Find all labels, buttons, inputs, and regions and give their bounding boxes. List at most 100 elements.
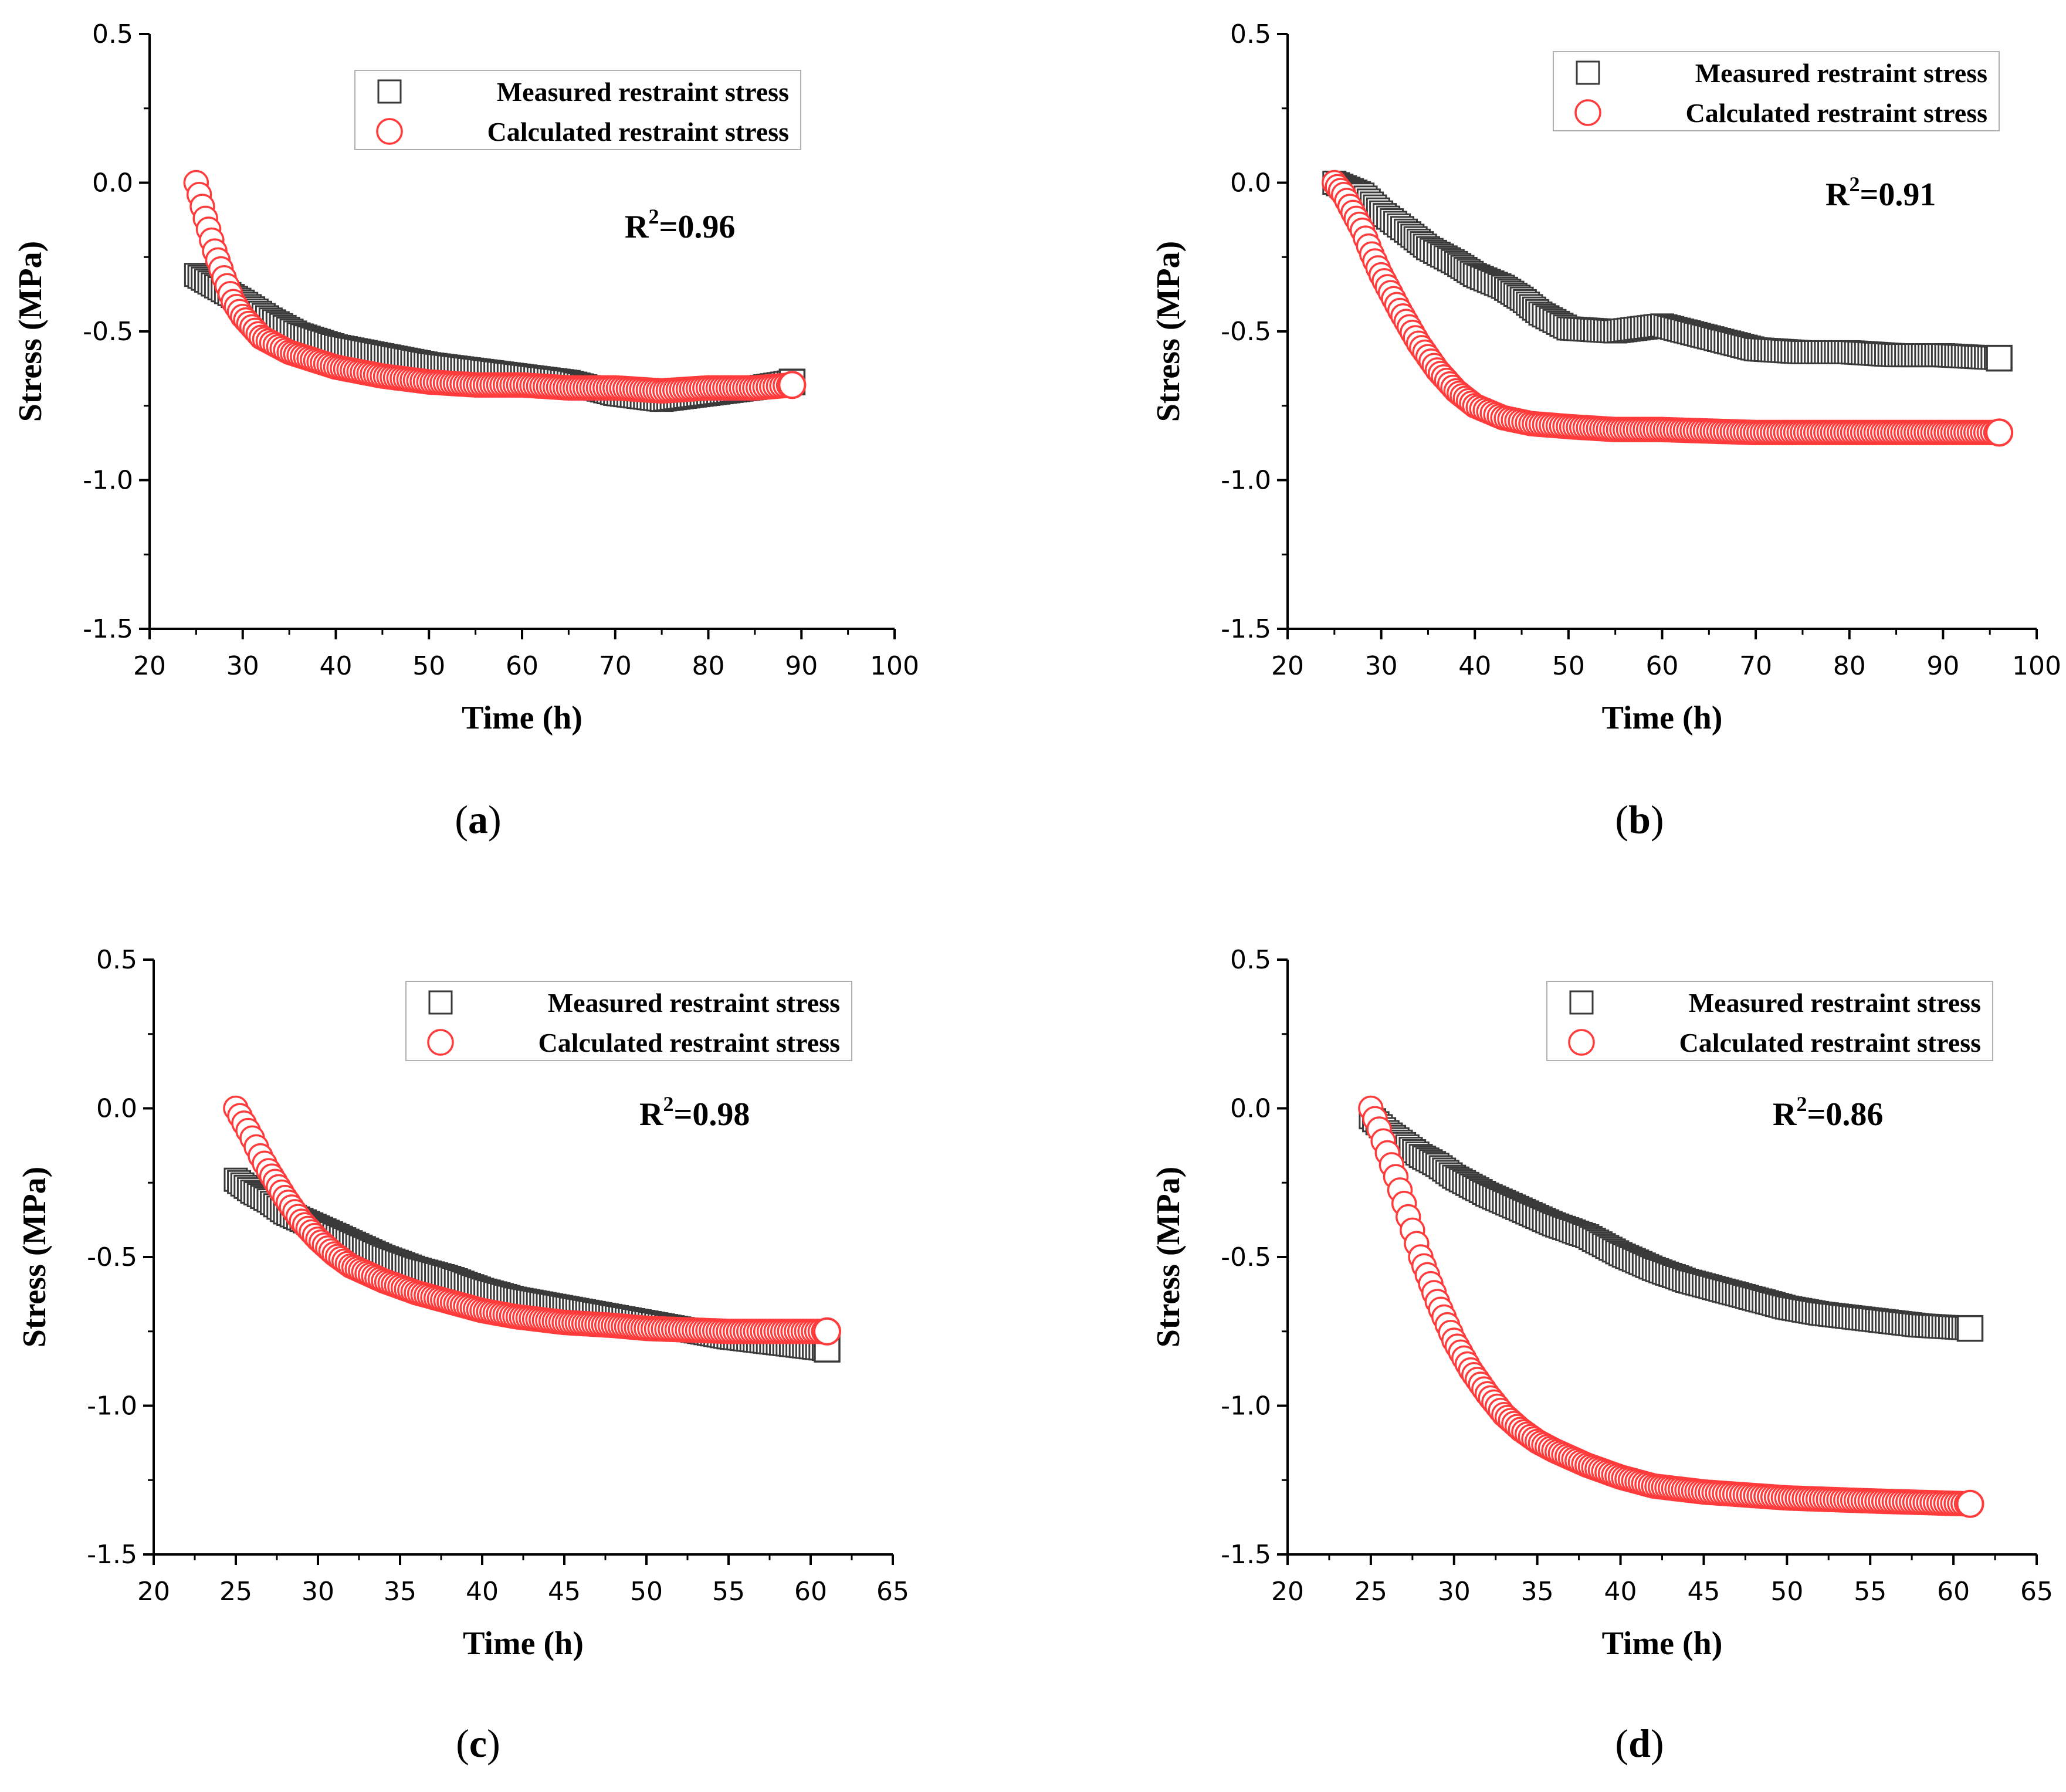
panel-c: 20 25 30 35 40 45 50 55 60 65 0.5 0.0 -0.5 -1.0 -1.5 Ti… — [16, 945, 909, 1766]
legend-label: Measured restraint stress — [548, 988, 840, 1018]
x-tick-label: 25 — [219, 1577, 252, 1607]
x-tick-label: 35 — [384, 1577, 416, 1607]
panel-label: (d) — [1615, 1721, 1664, 1766]
circle-marker-icon — [1568, 1029, 1595, 1056]
calculated-series — [1358, 1095, 1984, 1518]
x-tick-label: 50 — [630, 1577, 663, 1607]
square-marker-icon — [1569, 990, 1594, 1015]
x-tick-label: 25 — [1354, 1577, 1387, 1607]
y-tick-label: 0.0 — [1230, 168, 1271, 198]
legend: Measured restraint stress Calculated rest… — [1553, 51, 2000, 131]
legend: Measured restraint stress Calculated rest… — [1546, 981, 1993, 1061]
x-axis-title: Time (h) — [463, 1625, 584, 1662]
y-tick-label: 0.5 — [96, 945, 137, 975]
y-tick-label: -0.5 — [87, 1242, 137, 1272]
legend: Measured restraint stress Calculated rest… — [354, 70, 801, 150]
x-tick-label: 60 — [1646, 651, 1679, 681]
legend: Measured restraint stress Calculated rest… — [405, 981, 852, 1061]
r-squared-annotation: R2=0.96 — [625, 205, 735, 245]
x-tick-label: 50 — [1770, 1577, 1803, 1607]
y-tick-label: -1.5 — [83, 614, 133, 644]
y-tick-label: -1.0 — [87, 1391, 137, 1421]
x-tick-label: 65 — [876, 1577, 909, 1607]
measured-series — [1322, 171, 2013, 372]
y-tick-label: 0.5 — [1230, 945, 1271, 975]
legend-label: Calculated restraint stress — [487, 117, 789, 147]
y-axis-title: Stress (MPa) — [1150, 241, 1187, 422]
calculated-point — [1956, 1489, 1984, 1518]
x-tick-label: 40 — [466, 1577, 499, 1607]
x-tick-label: 60 — [1937, 1577, 1970, 1607]
r-squared-annotation: R2=0.91 — [1825, 172, 1936, 213]
x-tick-label: 35 — [1521, 1577, 1554, 1607]
square-marker-icon — [428, 990, 453, 1015]
y-axis-title: Stress (MPa) — [16, 1167, 53, 1347]
panel-a: 20 30 40 50 60 70 80 90 100 0.5 0.0 -0.5 -1.0 -1.5 Tim… — [12, 19, 919, 842]
x-axis-title: Time (h) — [1602, 700, 1723, 736]
legend-label: Measured restraint stress — [497, 77, 789, 107]
circle-marker-icon — [1574, 99, 1601, 126]
x-tick-label: 100 — [870, 651, 919, 681]
square-marker-icon — [377, 79, 402, 104]
circle-marker-icon — [376, 118, 403, 145]
x-tick-label: 30 — [226, 651, 259, 681]
r-squared-annotation: R2=0.86 — [1773, 1092, 1883, 1133]
panel-d: 20 25 30 35 40 45 50 55 60 65 0.5 0.0 -0.5 -1.0 -1.5 Ti… — [1150, 945, 2053, 1766]
y-axis-title: Stress (MPa) — [1150, 1167, 1187, 1347]
panel-label: (b) — [1615, 797, 1664, 842]
x-tick-label: 65 — [2020, 1577, 2053, 1607]
x-tick-label: 40 — [1604, 1577, 1637, 1607]
y-tick-label: 0.5 — [92, 19, 133, 49]
x-tick-label: 30 — [302, 1577, 334, 1607]
y-tick-label: -1.0 — [1221, 466, 1271, 496]
x-tick-label: 70 — [1739, 651, 1772, 681]
x-tick-label: 20 — [133, 651, 166, 681]
measured-point — [1956, 1315, 1984, 1342]
y-tick-label: -1.0 — [83, 466, 133, 496]
x-tick-label: 20 — [137, 1577, 170, 1607]
measured-series — [1359, 1105, 1984, 1342]
measured-point — [1986, 344, 2013, 372]
y-tick-label: -1.5 — [87, 1540, 137, 1570]
panel-label: (a) — [455, 797, 501, 842]
x-tick-label: 80 — [692, 651, 725, 681]
x-tick-label: 40 — [320, 651, 353, 681]
x-tick-label: 45 — [1687, 1577, 1720, 1607]
legend-label: Calculated restraint stress — [1686, 98, 1987, 128]
y-tick-label: 0.0 — [92, 168, 133, 198]
x-tick-label: 45 — [548, 1577, 581, 1607]
y-tick-label: 0.0 — [96, 1094, 137, 1124]
y-tick-label: -0.5 — [1221, 317, 1271, 347]
x-tick-label: 20 — [1271, 1577, 1304, 1607]
legend-label: Measured restraint stress — [1689, 988, 1981, 1018]
y-tick-label: 0.0 — [1230, 1094, 1271, 1124]
legend-box — [405, 981, 852, 1061]
legend-box — [354, 70, 801, 150]
calculated-series — [183, 170, 807, 404]
x-tick-label: 50 — [1552, 651, 1585, 681]
calculated-series — [1322, 170, 2014, 447]
x-tick-label: 30 — [1365, 651, 1398, 681]
x-tick-label: 55 — [1854, 1577, 1887, 1607]
x-axis-title: Time (h) — [1602, 1625, 1723, 1662]
y-tick-label: 0.5 — [1230, 19, 1271, 49]
x-tick-label: 55 — [712, 1577, 745, 1607]
x-tick-label: 60 — [506, 651, 538, 681]
y-tick-label: -0.5 — [1221, 1242, 1271, 1272]
calculated-point — [778, 371, 807, 399]
calculated-series — [223, 1095, 841, 1346]
legend-label: Calculated restraint stress — [1679, 1028, 1981, 1058]
r-squared-annotation: R2=0.98 — [639, 1092, 750, 1133]
panel-label: (c) — [456, 1721, 500, 1766]
x-axis-title: Time (h) — [462, 700, 582, 736]
calculated-point — [1985, 418, 2014, 447]
legend-label: Measured restraint stress — [1695, 58, 1987, 88]
y-tick-label: -0.5 — [83, 317, 133, 347]
x-tick-label: 20 — [1271, 651, 1304, 681]
x-tick-label: 50 — [412, 651, 445, 681]
legend-box — [1553, 51, 2000, 131]
y-tick-label: -1.5 — [1221, 614, 1271, 644]
y-tick-label: -1.0 — [1221, 1391, 1271, 1421]
y-tick-label: -1.5 — [1221, 1540, 1271, 1570]
